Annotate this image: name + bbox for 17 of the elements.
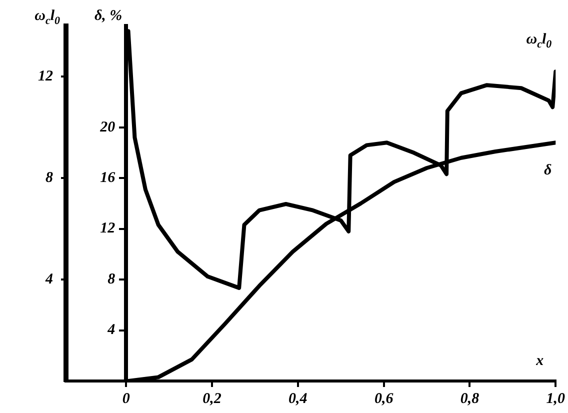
- y2-tick-label: 12: [100, 220, 116, 237]
- y2-axis-title: δ, %: [94, 8, 122, 24]
- y2-tick-label: 16: [100, 170, 116, 186]
- x-tick-label: 0: [122, 390, 130, 407]
- y-tick-label: 4: [44, 271, 54, 288]
- y-tick-label: 8: [46, 170, 54, 186]
- x-tick-label: 0,6: [374, 390, 394, 407]
- x-tick-label: 0,4: [288, 390, 308, 407]
- y2-tick-label: 8: [108, 271, 116, 288]
- x-tick-label: 0,8: [460, 390, 480, 407]
- y2-tick-label: 4: [106, 322, 116, 338]
- y-tick-label: 12: [38, 68, 54, 85]
- y2-tick-label: 20: [99, 119, 116, 136]
- series-label: δ: [544, 162, 552, 179]
- x-axis-title: x: [535, 353, 544, 369]
- x-tick-label: 0,2: [202, 390, 222, 407]
- x-tick-label: 1,0: [546, 390, 566, 407]
